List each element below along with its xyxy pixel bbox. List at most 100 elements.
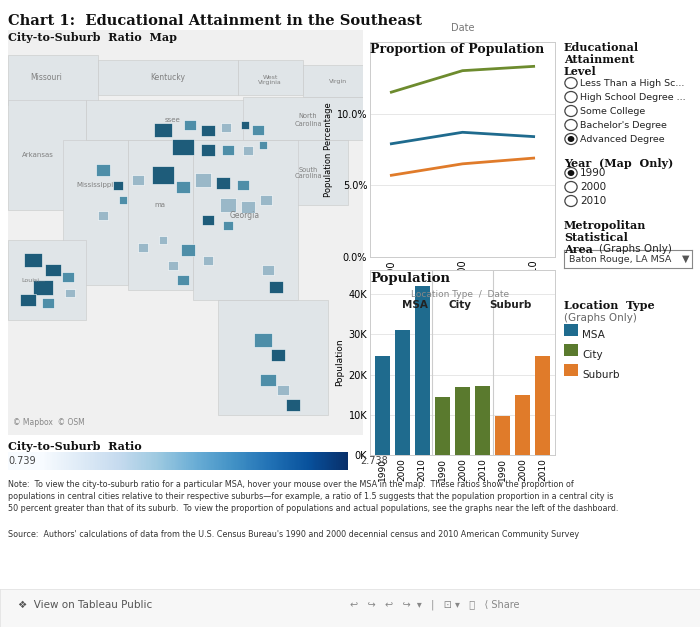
- Text: City-to-Suburb  Ratio  Map: City-to-Suburb Ratio Map: [8, 32, 177, 43]
- Polygon shape: [86, 100, 268, 140]
- Text: High School Degree ...: High School Degree ...: [580, 93, 685, 102]
- Bar: [119, 196, 127, 204]
- Text: Area: Area: [564, 244, 593, 255]
- Bar: [181, 244, 195, 256]
- Bar: [260, 195, 272, 205]
- Text: Some College: Some College: [580, 107, 645, 115]
- Bar: [201, 144, 215, 156]
- Bar: [223, 221, 233, 229]
- Text: Kentucky: Kentucky: [150, 73, 186, 82]
- Text: MSA: MSA: [582, 330, 605, 340]
- Text: City: City: [449, 300, 472, 310]
- Text: Baton Rouge, LA MSA: Baton Rouge, LA MSA: [569, 255, 671, 263]
- Text: Georgia: Georgia: [230, 211, 260, 219]
- Text: Note:  To view the city-to-suburb ratio for a particular MSA, hover your mouse o: Note: To view the city-to-suburb ratio f…: [8, 480, 618, 513]
- Bar: [172, 139, 194, 155]
- Bar: [33, 280, 53, 295]
- Bar: [271, 349, 285, 361]
- Bar: [455, 387, 470, 455]
- Bar: [184, 120, 196, 130]
- Bar: [203, 255, 213, 265]
- Bar: [286, 399, 300, 411]
- Bar: [96, 164, 110, 176]
- Polygon shape: [218, 300, 328, 415]
- Text: (Graphs Only): (Graphs Only): [599, 244, 672, 254]
- Text: 1990: 1990: [580, 168, 606, 178]
- Polygon shape: [128, 140, 193, 290]
- Text: (Graphs Only): (Graphs Only): [564, 313, 637, 323]
- Text: Louisi...: Louisi...: [21, 278, 45, 283]
- Text: Level: Level: [564, 66, 596, 77]
- Bar: [241, 121, 249, 129]
- Bar: [536, 356, 550, 455]
- Text: Date: Date: [451, 23, 475, 33]
- Text: Metropolitan: Metropolitan: [564, 220, 646, 231]
- Bar: [168, 260, 178, 270]
- Polygon shape: [303, 65, 363, 97]
- Bar: [62, 272, 74, 282]
- Bar: [475, 386, 490, 455]
- Polygon shape: [63, 140, 128, 285]
- Bar: [138, 243, 148, 251]
- Bar: [222, 145, 234, 155]
- Bar: [98, 211, 108, 219]
- Text: Missouri: Missouri: [30, 73, 62, 82]
- Y-axis label: Population Percentage: Population Percentage: [323, 102, 332, 197]
- Text: 2.738: 2.738: [360, 456, 388, 466]
- Bar: [259, 141, 267, 149]
- Text: Educational: Educational: [564, 42, 639, 53]
- Text: 2000: 2000: [580, 182, 606, 192]
- Bar: [216, 177, 230, 189]
- Bar: [395, 330, 409, 455]
- Polygon shape: [193, 140, 298, 300]
- Text: Attainment: Attainment: [564, 54, 634, 65]
- Polygon shape: [263, 140, 348, 205]
- Bar: [241, 201, 255, 213]
- Text: Statistical: Statistical: [564, 232, 628, 243]
- Y-axis label: Population: Population: [335, 339, 344, 386]
- Bar: [132, 175, 144, 185]
- Bar: [195, 173, 211, 187]
- Bar: [154, 123, 172, 137]
- Bar: [177, 275, 189, 285]
- Bar: [65, 289, 75, 297]
- Text: Advanced Degree: Advanced Degree: [580, 135, 664, 144]
- Text: ▼: ▼: [682, 254, 690, 264]
- Bar: [254, 333, 272, 347]
- Bar: [45, 264, 61, 276]
- Bar: [495, 416, 510, 455]
- Text: Suburb: Suburb: [582, 370, 620, 380]
- Bar: [515, 394, 531, 455]
- Text: South
Carolina: South Carolina: [294, 167, 322, 179]
- Text: ma: ma: [155, 202, 165, 208]
- Bar: [152, 166, 174, 184]
- Bar: [414, 286, 430, 455]
- Bar: [262, 265, 274, 275]
- Text: ssee: ssee: [165, 117, 181, 123]
- Bar: [220, 198, 236, 212]
- Bar: [269, 281, 283, 293]
- Text: Population: Population: [370, 272, 450, 285]
- Text: Bachelor's Degree: Bachelor's Degree: [580, 120, 667, 130]
- Bar: [260, 374, 276, 386]
- Bar: [252, 125, 264, 135]
- Text: Mississippi: Mississippi: [76, 182, 113, 188]
- Text: Virgin: Virgin: [329, 78, 347, 83]
- Text: Less Than a High Sc...: Less Than a High Sc...: [580, 78, 685, 88]
- Bar: [42, 298, 54, 308]
- Text: Location  Type: Location Type: [564, 300, 654, 311]
- Bar: [113, 181, 123, 189]
- Bar: [24, 253, 42, 267]
- Bar: [277, 385, 289, 395]
- Bar: [159, 236, 167, 244]
- Text: Proportion of Population: Proportion of Population: [370, 43, 545, 56]
- Polygon shape: [8, 100, 86, 210]
- Text: Source:  Authors' calculations of data from the U.S. Census Bureau's 1990 and 20: Source: Authors' calculations of data fr…: [8, 530, 579, 539]
- Bar: [221, 122, 231, 132]
- Text: Arkansas: Arkansas: [22, 152, 54, 158]
- Text: Suburb: Suburb: [489, 300, 531, 310]
- Text: ❖  View on Tableau Public: ❖ View on Tableau Public: [18, 600, 152, 610]
- Bar: [243, 145, 253, 154]
- Text: City: City: [582, 350, 603, 360]
- Text: Year  (Map  Only): Year (Map Only): [564, 158, 673, 169]
